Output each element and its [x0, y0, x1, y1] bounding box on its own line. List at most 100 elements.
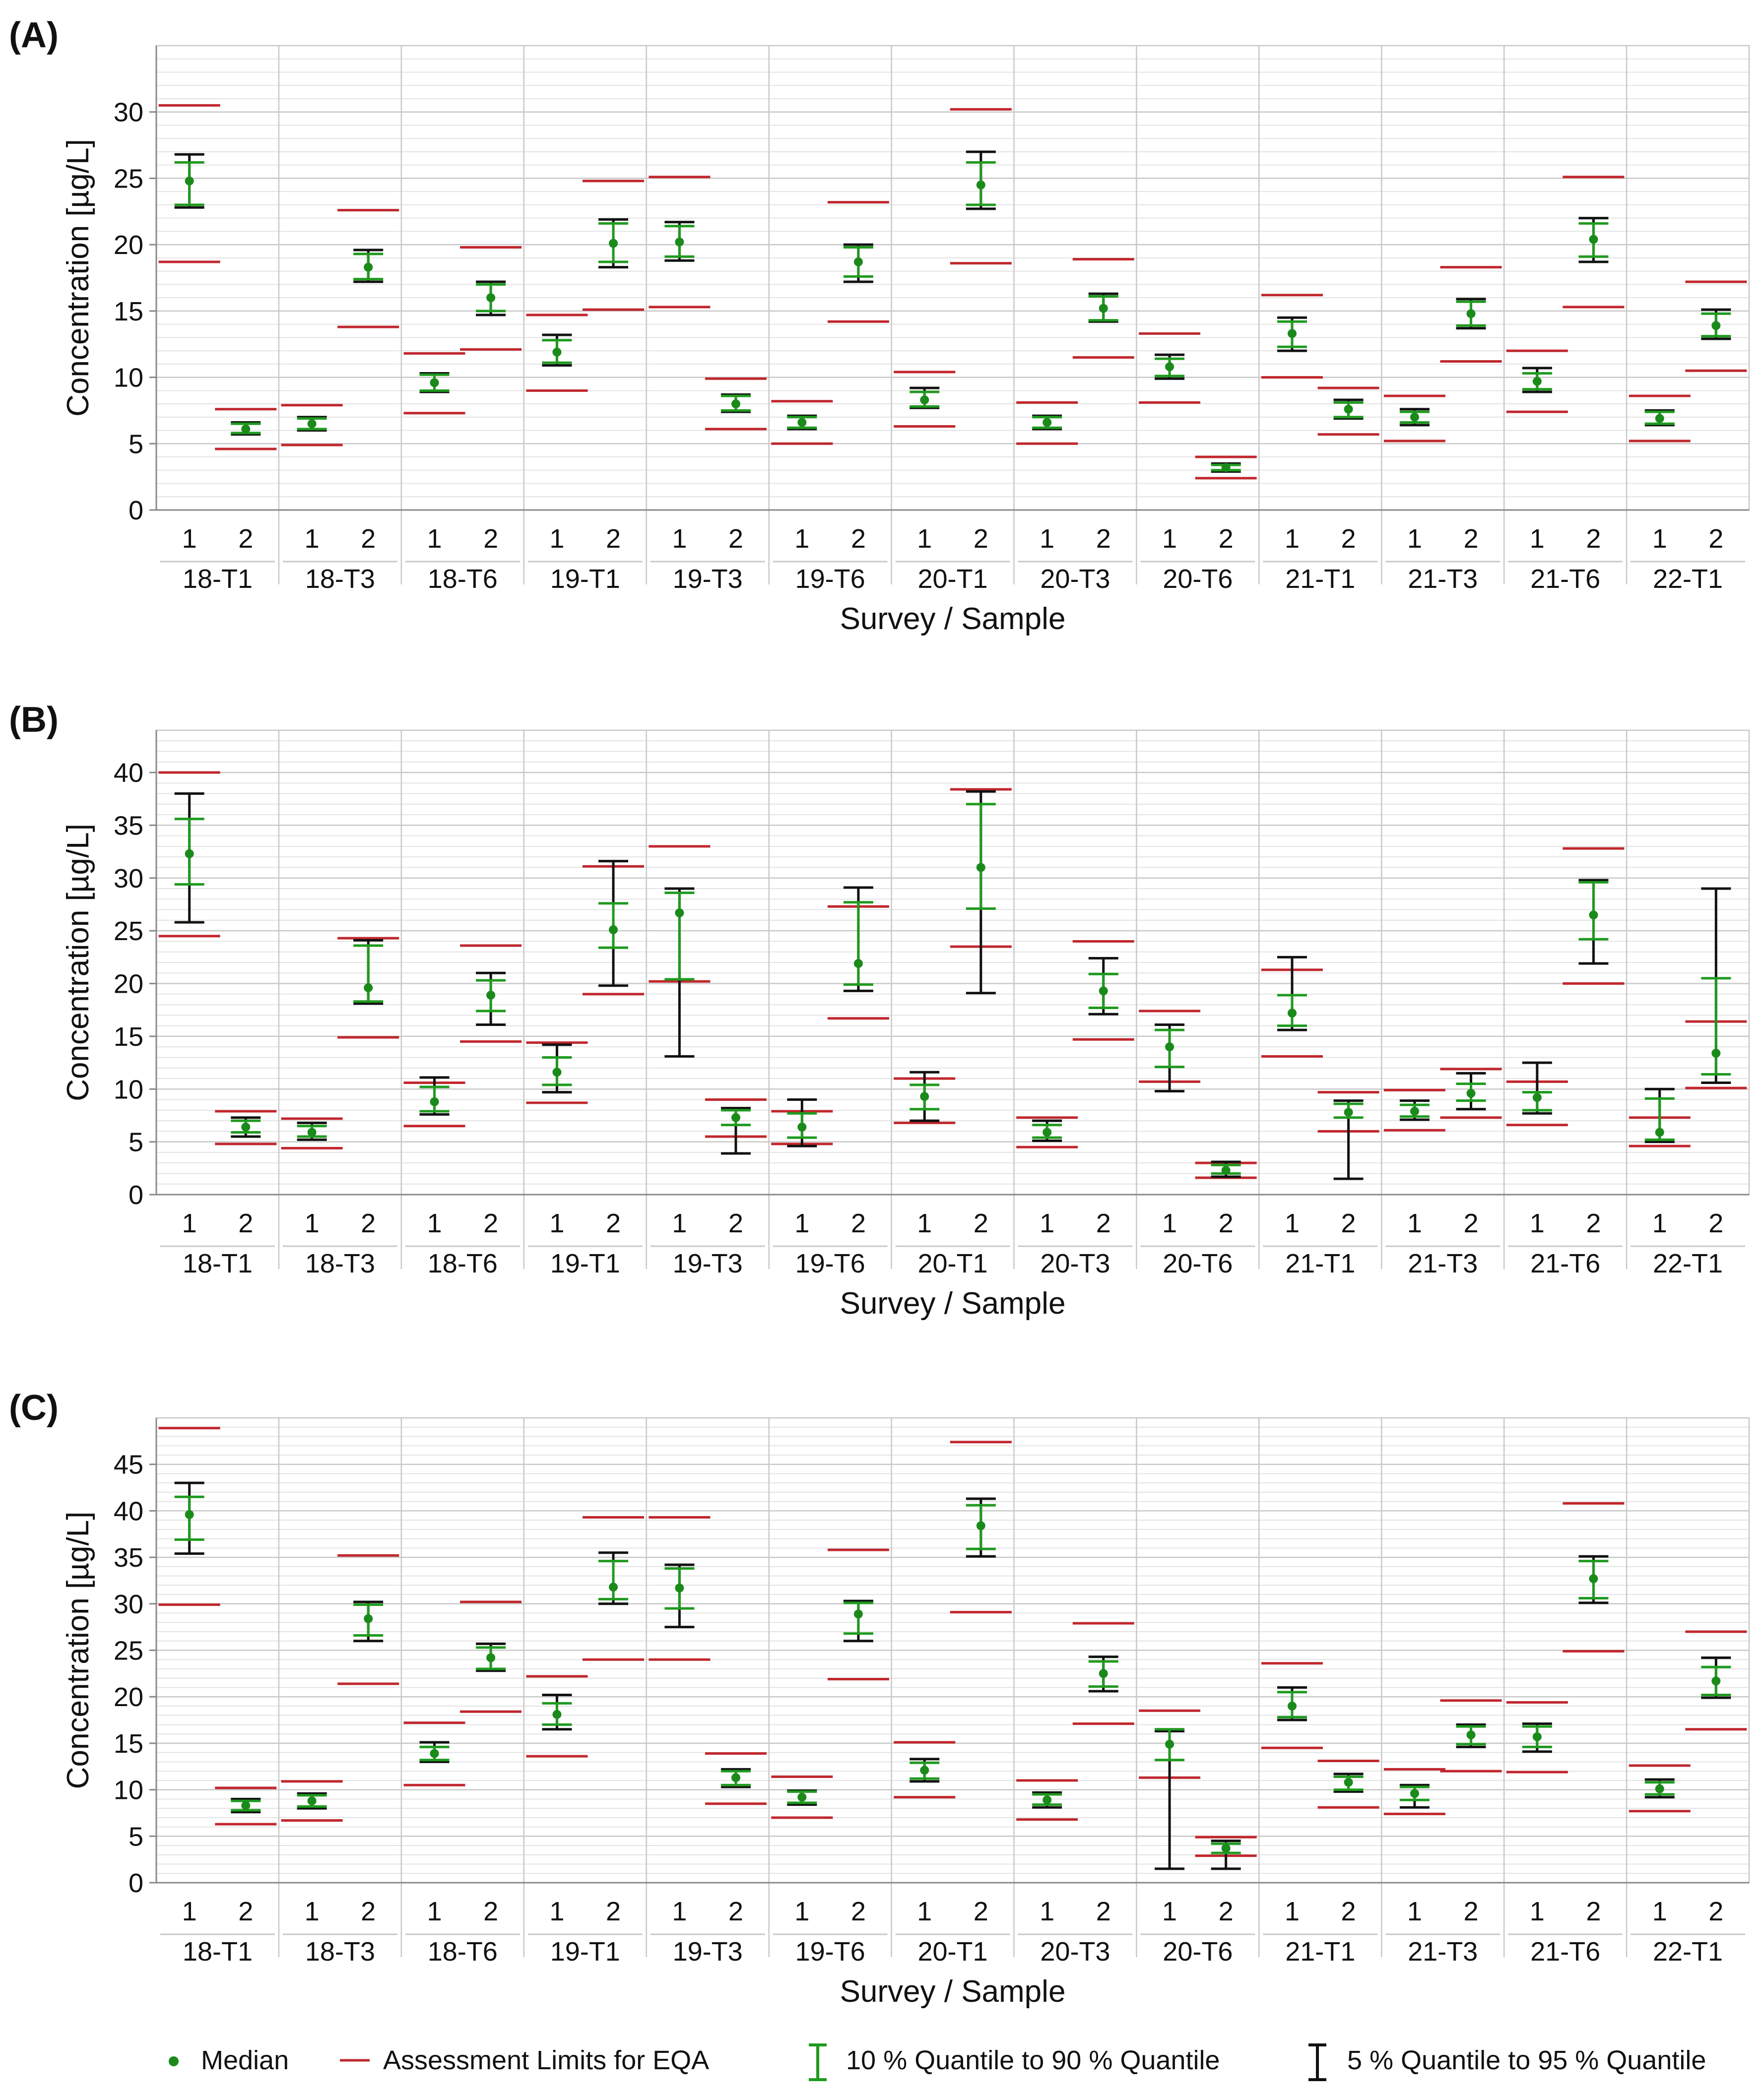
- median-marker: [797, 1792, 807, 1802]
- data-point: [1383, 394, 1445, 443]
- median-marker: [552, 1068, 562, 1077]
- x-tick-label-sample: 1: [794, 1897, 809, 1926]
- data-point: [583, 860, 645, 996]
- x-tick-label-sample: 2: [974, 524, 988, 554]
- legend-median-label: Median: [201, 2045, 289, 2075]
- data-point: [894, 371, 956, 428]
- data-point: [649, 1516, 711, 1661]
- data-point: [1317, 1091, 1379, 1180]
- y-tick-label: 10: [114, 1075, 143, 1104]
- x-tick-label-sample: 2: [1463, 1209, 1478, 1238]
- data-point: [827, 886, 889, 1020]
- x-axis-title: Survey / Sample: [840, 1974, 1066, 2009]
- median-marker: [976, 1521, 985, 1530]
- median-marker: [1165, 1042, 1175, 1052]
- data-point: [215, 1110, 277, 1145]
- median-marker: [1043, 1795, 1052, 1805]
- median-marker: [1099, 1669, 1108, 1678]
- median-marker: [853, 1609, 863, 1619]
- legend-limits-label: Assessment Limits for EQA: [383, 2045, 709, 2075]
- x-tick-label-sample: 1: [1407, 1209, 1422, 1238]
- data-point: [281, 404, 343, 446]
- data-point: [337, 209, 399, 328]
- x-tick-label-sample: 1: [1162, 1209, 1177, 1238]
- x-tick-label-group: 20-T6: [1163, 1937, 1233, 1967]
- x-tick-label-sample: 2: [606, 1209, 621, 1238]
- x-tick-label-sample: 2: [483, 1897, 498, 1926]
- chart-panel-c: 0 5 10 15 20 25 30 35 40 45 (C) Concentration [µg/L…: [9, 1388, 1750, 2009]
- data-point: [526, 314, 588, 392]
- x-tick-label-sample: 2: [483, 524, 498, 554]
- data-point: [771, 1775, 833, 1819]
- x-tick-label-group: 21-T3: [1408, 1249, 1478, 1278]
- median-marker: [241, 1801, 251, 1810]
- median-marker: [364, 983, 373, 993]
- x-tick-label-sample: 1: [427, 1209, 442, 1238]
- median-marker: [1221, 463, 1231, 472]
- data-point: [215, 408, 277, 450]
- y-axis-title: Concentration [µg/L]: [61, 824, 95, 1101]
- x-tick-label-group: 18-T1: [183, 1249, 253, 1278]
- x-tick-label-sample: 2: [361, 1897, 376, 1926]
- x-tick-label-sample: 1: [1162, 524, 1177, 554]
- median-marker: [1655, 1784, 1664, 1793]
- median-marker: [364, 262, 373, 272]
- y-tick-label: 20: [114, 230, 143, 260]
- data-point: [1261, 294, 1323, 379]
- y-tick-label: 35: [114, 811, 143, 840]
- median-marker: [1711, 321, 1721, 330]
- x-tick-label-group: 21-T6: [1530, 1937, 1600, 1967]
- data-point: [1440, 1699, 1502, 1773]
- x-tick-label-sample: 2: [1586, 1209, 1601, 1238]
- y-tick-label: 45: [114, 1450, 143, 1480]
- x-tick-label-sample: 1: [1530, 1897, 1545, 1926]
- data-point: [1261, 955, 1323, 1058]
- x-tick-label-group: 18-T3: [305, 1937, 375, 1967]
- x-tick-label-group: 18-T6: [428, 564, 498, 594]
- data-point: [1139, 332, 1201, 404]
- data-point: [1016, 1116, 1078, 1148]
- median-marker: [486, 293, 496, 303]
- data-point: [1629, 1764, 1691, 1813]
- y-tick-label: 5: [129, 429, 143, 459]
- data-point: [950, 788, 1012, 995]
- x-tick-label-sample: 2: [1463, 1897, 1478, 1926]
- data-point: [950, 108, 1012, 265]
- median-marker: [675, 237, 684, 247]
- y-tick-label: 30: [114, 98, 143, 127]
- panel-label: (B): [9, 700, 59, 740]
- median-marker: [552, 347, 562, 357]
- data-point: [1317, 386, 1379, 436]
- median-marker: [1043, 418, 1052, 427]
- x-tick-label-group: 18-T6: [428, 1937, 498, 1967]
- y-tick-label: 20: [114, 1682, 143, 1712]
- data-point: [337, 1554, 399, 1685]
- data-point: [460, 1600, 522, 1713]
- median-marker: [486, 990, 496, 1000]
- x-tick-label-sample: 2: [1096, 1897, 1111, 1926]
- data-point: [705, 1752, 767, 1805]
- median-marker: [853, 257, 863, 266]
- x-tick-label-group: 20-T3: [1040, 1937, 1110, 1967]
- data-point: [1629, 1087, 1691, 1147]
- median-marker: [1287, 1701, 1297, 1711]
- median-marker: [1344, 1778, 1353, 1787]
- x-tick-label-sample: 2: [606, 524, 621, 554]
- y-tick-label: 5: [129, 1128, 143, 1157]
- median-marker: [1410, 1789, 1419, 1798]
- legend-q5-95-marker: [1308, 2043, 1326, 2081]
- data-point: [1563, 176, 1625, 309]
- x-tick-label-group: 19-T1: [550, 1249, 620, 1278]
- x-tick-label-sample: 2: [1463, 524, 1478, 554]
- x-tick-label-sample: 2: [1708, 1897, 1723, 1926]
- x-tick-label-sample: 1: [427, 1897, 442, 1926]
- y-tick-label: 15: [114, 297, 143, 326]
- x-tick-label-sample: 1: [549, 1209, 564, 1238]
- x-tick-label-group: 20-T1: [917, 564, 987, 594]
- median-marker: [185, 849, 194, 858]
- x-tick-label-sample: 2: [1096, 1209, 1111, 1238]
- median-marker: [552, 1710, 562, 1719]
- x-tick-label-group: 18-T3: [305, 564, 375, 594]
